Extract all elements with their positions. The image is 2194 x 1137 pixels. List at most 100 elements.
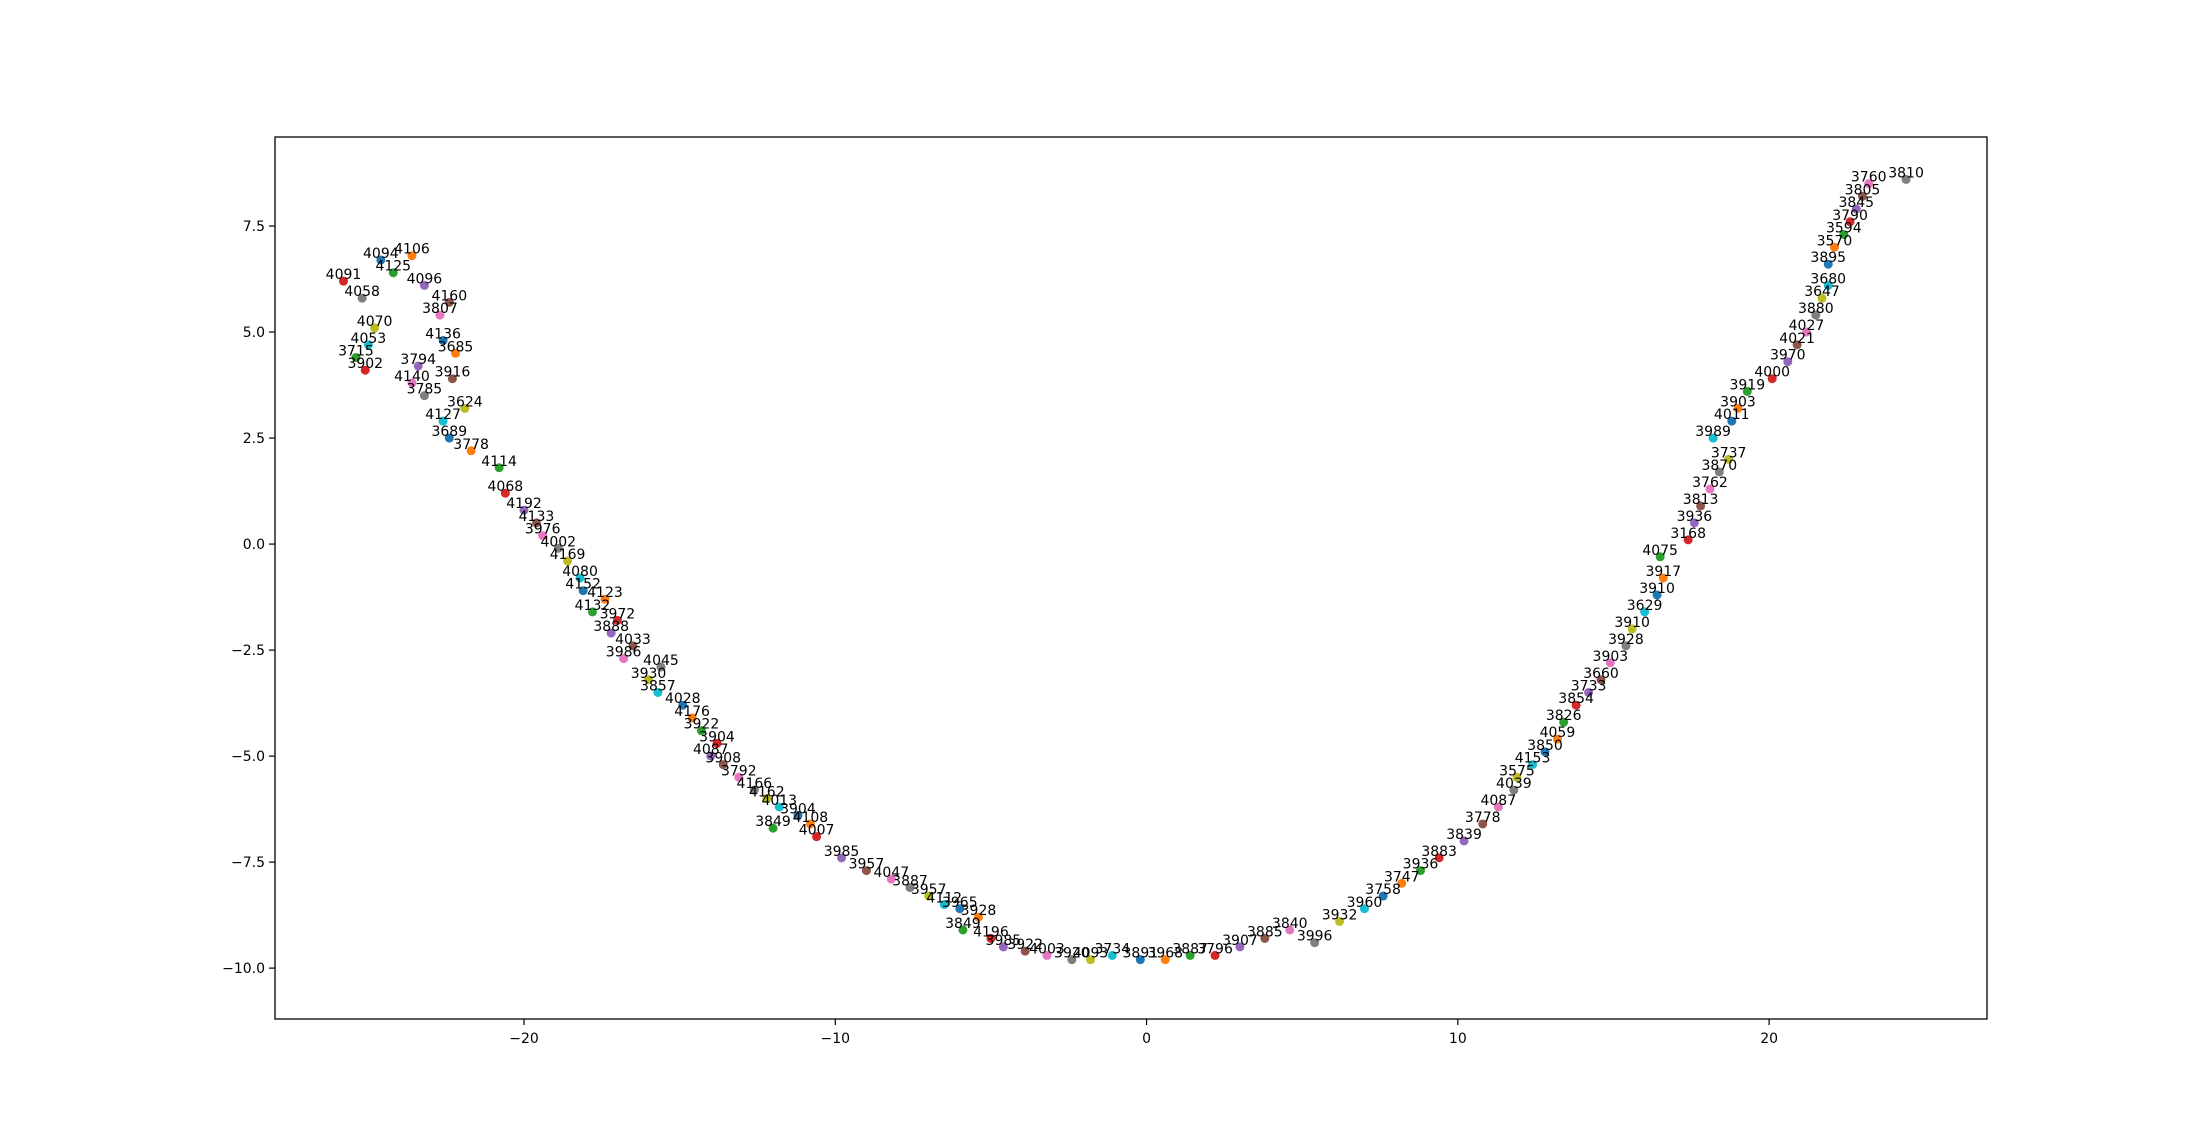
point-label: 3747 <box>1384 869 1420 885</box>
scatter-point <box>1478 819 1488 829</box>
point-label: 3936 <box>1403 857 1439 873</box>
scatter-point <box>1696 501 1706 511</box>
point-label: 4123 <box>587 585 623 601</box>
scatter-point <box>1783 357 1793 367</box>
scatter-point <box>531 518 541 528</box>
scatter-point <box>1434 853 1444 863</box>
point-label: 3887 <box>892 874 928 890</box>
point-label: 3908 <box>705 751 741 767</box>
point-label: 4140 <box>394 369 430 385</box>
scatter-point <box>762 794 772 803</box>
point-label: 3986 <box>606 645 642 661</box>
scatter-point <box>1559 717 1569 727</box>
x-tick-label: 0 <box>1142 1031 1151 1047</box>
point-label: 4087 <box>693 742 729 758</box>
scatter-point <box>1571 700 1581 710</box>
point-label: 4045 <box>643 653 679 669</box>
scatter-point <box>1107 950 1117 960</box>
scatter-point <box>553 543 563 553</box>
point-label: 3733 <box>1571 678 1607 694</box>
scatter-point <box>376 255 386 265</box>
x-tick-label: −10 <box>821 1031 851 1047</box>
point-label: 3807 <box>422 301 458 317</box>
point-label: 4002 <box>540 534 576 550</box>
scatter-point <box>1652 590 1662 600</box>
scatter-point <box>600 594 610 604</box>
point-label: 4039 <box>1496 776 1532 792</box>
scatter-point <box>612 615 622 625</box>
point-label: 3854 <box>1558 691 1594 707</box>
scatter-point <box>1042 950 1052 960</box>
point-label: 3850 <box>1527 738 1563 754</box>
point-label: 4075 <box>1642 543 1678 559</box>
point-label: 3785 <box>407 382 443 398</box>
point-label: 4152 <box>565 577 601 593</box>
scatter-point <box>628 641 638 651</box>
scatter-point <box>1742 386 1752 396</box>
scatter-point <box>1845 217 1855 227</box>
scatter-point <box>1708 433 1718 443</box>
point-label: 4007 <box>799 823 835 839</box>
scatter-point <box>1767 374 1777 384</box>
y-tick-label: 7.5 <box>243 219 265 235</box>
point-label: 3930 <box>631 666 667 682</box>
scatter-point <box>1067 955 1077 965</box>
point-label: 3989 <box>1695 424 1731 440</box>
point-label: 3857 <box>640 678 676 694</box>
scatter-point <box>1811 310 1821 320</box>
point-label: 4028 <box>665 691 701 707</box>
point-label: 3762 <box>1692 475 1728 491</box>
scatter-point <box>466 446 476 456</box>
x-tick-label: −20 <box>509 1031 539 1047</box>
scatter-point <box>494 463 504 473</box>
point-label: 3916 <box>435 365 471 381</box>
y-axis: −10.0 −7.5 −5.0 −2.5 0.0 2.5 5.0 7.5 <box>222 219 275 977</box>
point-label: 4053 <box>351 331 387 347</box>
point-label: 3810 <box>1888 165 1924 181</box>
point-label: 4196 <box>973 924 1009 940</box>
point-label: 3826 <box>1546 708 1582 724</box>
point-label: 4160 <box>431 288 467 304</box>
point-label: 4080 <box>562 564 598 580</box>
scatter-point <box>619 654 629 664</box>
scatter-point <box>1540 747 1550 757</box>
scatter-point <box>1817 293 1827 303</box>
scatter-point <box>1655 552 1665 562</box>
scatter-point <box>1839 230 1849 240</box>
point-label: 3968 <box>1147 946 1183 962</box>
point-label: 3922 <box>684 717 720 733</box>
point-label: 3689 <box>431 424 467 440</box>
scatter-point <box>653 687 663 697</box>
scatter-point <box>1733 403 1743 413</box>
scatter-point <box>1493 802 1503 812</box>
point-label: 3920 <box>1054 946 1090 962</box>
scatter-point <box>447 374 457 384</box>
scatter-point <box>578 586 588 596</box>
scatter-point <box>1605 658 1615 668</box>
scatter-point <box>1801 327 1811 337</box>
scatter-point <box>460 403 470 413</box>
point-label: 3903 <box>1593 649 1629 665</box>
scatter-point <box>712 738 722 748</box>
point-label: 4003 <box>1029 941 1065 957</box>
point-label: 3629 <box>1627 598 1663 614</box>
point-label: 3907 <box>1222 933 1258 949</box>
scatter-point <box>1235 942 1245 952</box>
scatter-point <box>519 505 529 515</box>
point-label: 4058 <box>344 284 380 300</box>
scatter-point <box>1901 174 1911 184</box>
data-points <box>338 174 1911 965</box>
point-label: 4162 <box>749 785 785 801</box>
point-label: 4153 <box>1515 751 1551 767</box>
scatter-point <box>1459 836 1469 846</box>
scatter-point <box>939 900 949 910</box>
scatter-point <box>861 866 871 876</box>
scatter-point <box>696 726 706 736</box>
scatter-point <box>351 353 361 362</box>
point-label: 3624 <box>447 394 483 410</box>
scatter-point <box>563 556 573 566</box>
point-label: 4070 <box>357 314 393 330</box>
